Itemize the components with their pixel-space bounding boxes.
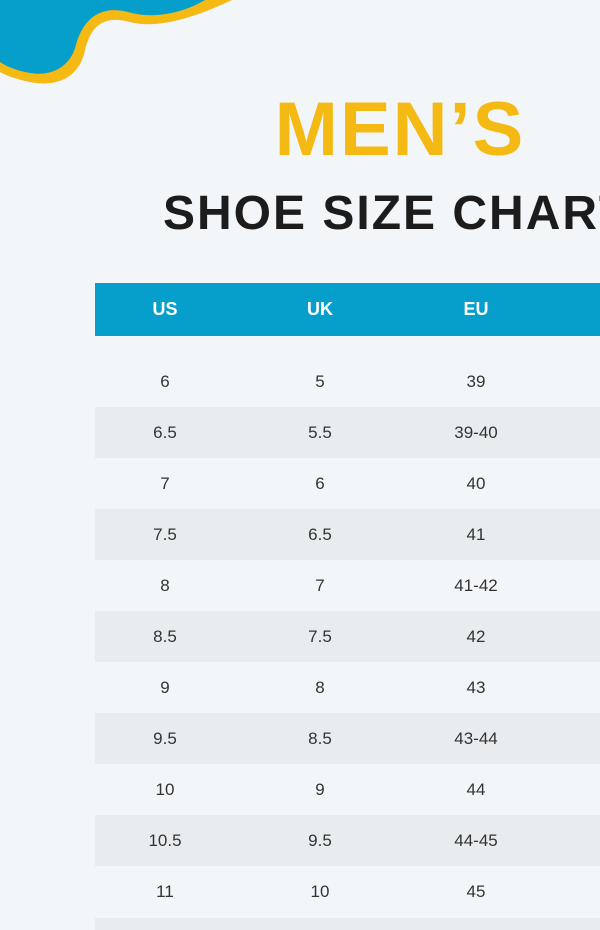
column-header: US [152,299,178,319]
table-cell: 44-45 [454,830,498,850]
table-row: 9 8 43 [95,662,600,713]
table-cell: 44 [466,779,486,799]
table-cell: 9 [160,677,170,697]
column-header: UK [307,299,333,319]
table-cell: 6.5 [308,524,332,544]
table-row: 8 7 41-42 [95,560,600,611]
table-row: 6.5 5.5 39-40 [95,407,600,458]
table-cell: 9.5 [153,728,177,748]
table-row: 8.5 7.5 42 [95,611,600,662]
table-cell: 10 [155,779,175,799]
table-cell: 41 [466,524,486,544]
title: MEN’S [274,87,526,172]
table-cell: 7.5 [308,626,332,646]
table-cell: 7.5 [153,524,177,544]
table-cell: 5.5 [308,422,332,442]
table-cell: 6 [315,473,325,493]
table-cell: 10.5 [148,830,182,850]
table-cell: 41-42 [454,575,498,595]
table-row: 10 9 44 [95,764,600,815]
size-table: US UK EU 6 5 39 6.5 5.5 39-40 7 6 40 7.5 6.5 41 8 7 41-42… [95,283,600,917]
column-header: EU [463,299,489,319]
table-row: 9.5 8.5 43-44 [95,713,600,764]
table-cell: 9.5 [308,830,332,850]
table-cell: 6.5 [153,422,177,442]
table-cell: 45 [466,881,486,901]
table-cell: 43 [466,677,486,697]
table-row: 7 6 40 [95,458,600,509]
table-row: 6 5 39 [95,356,600,407]
header-row: US UK EU [95,283,600,336]
subtitle: SHOE SIZE CHART [163,187,600,240]
table-cell: 40 [466,473,486,493]
table-cell: 43-44 [454,728,498,748]
table-cell: 39 [466,371,486,391]
table-cell: 8 [315,677,325,697]
table-cell: 6 [160,371,170,391]
row-stripe [95,918,600,930]
table-cell: 8 [160,575,170,595]
table-cell: 8.5 [308,728,332,748]
table-cell: 9 [315,779,325,799]
table-cell: 42 [466,626,486,646]
corner-wave [0,0,232,84]
table-row: 11 10 45 [95,866,600,917]
table-cell: 39-40 [454,422,498,442]
table-row: 10.5 9.5 44-45 [95,815,600,866]
table-cell: 10 [310,881,330,901]
table-cell: 11 [156,881,174,901]
table-cell: 8.5 [153,626,177,646]
table-row: 7.5 6.5 41 [95,509,600,560]
table-cell: 7 [315,575,325,595]
table-cell: 5 [315,371,325,391]
table-cell: 7 [160,473,170,493]
